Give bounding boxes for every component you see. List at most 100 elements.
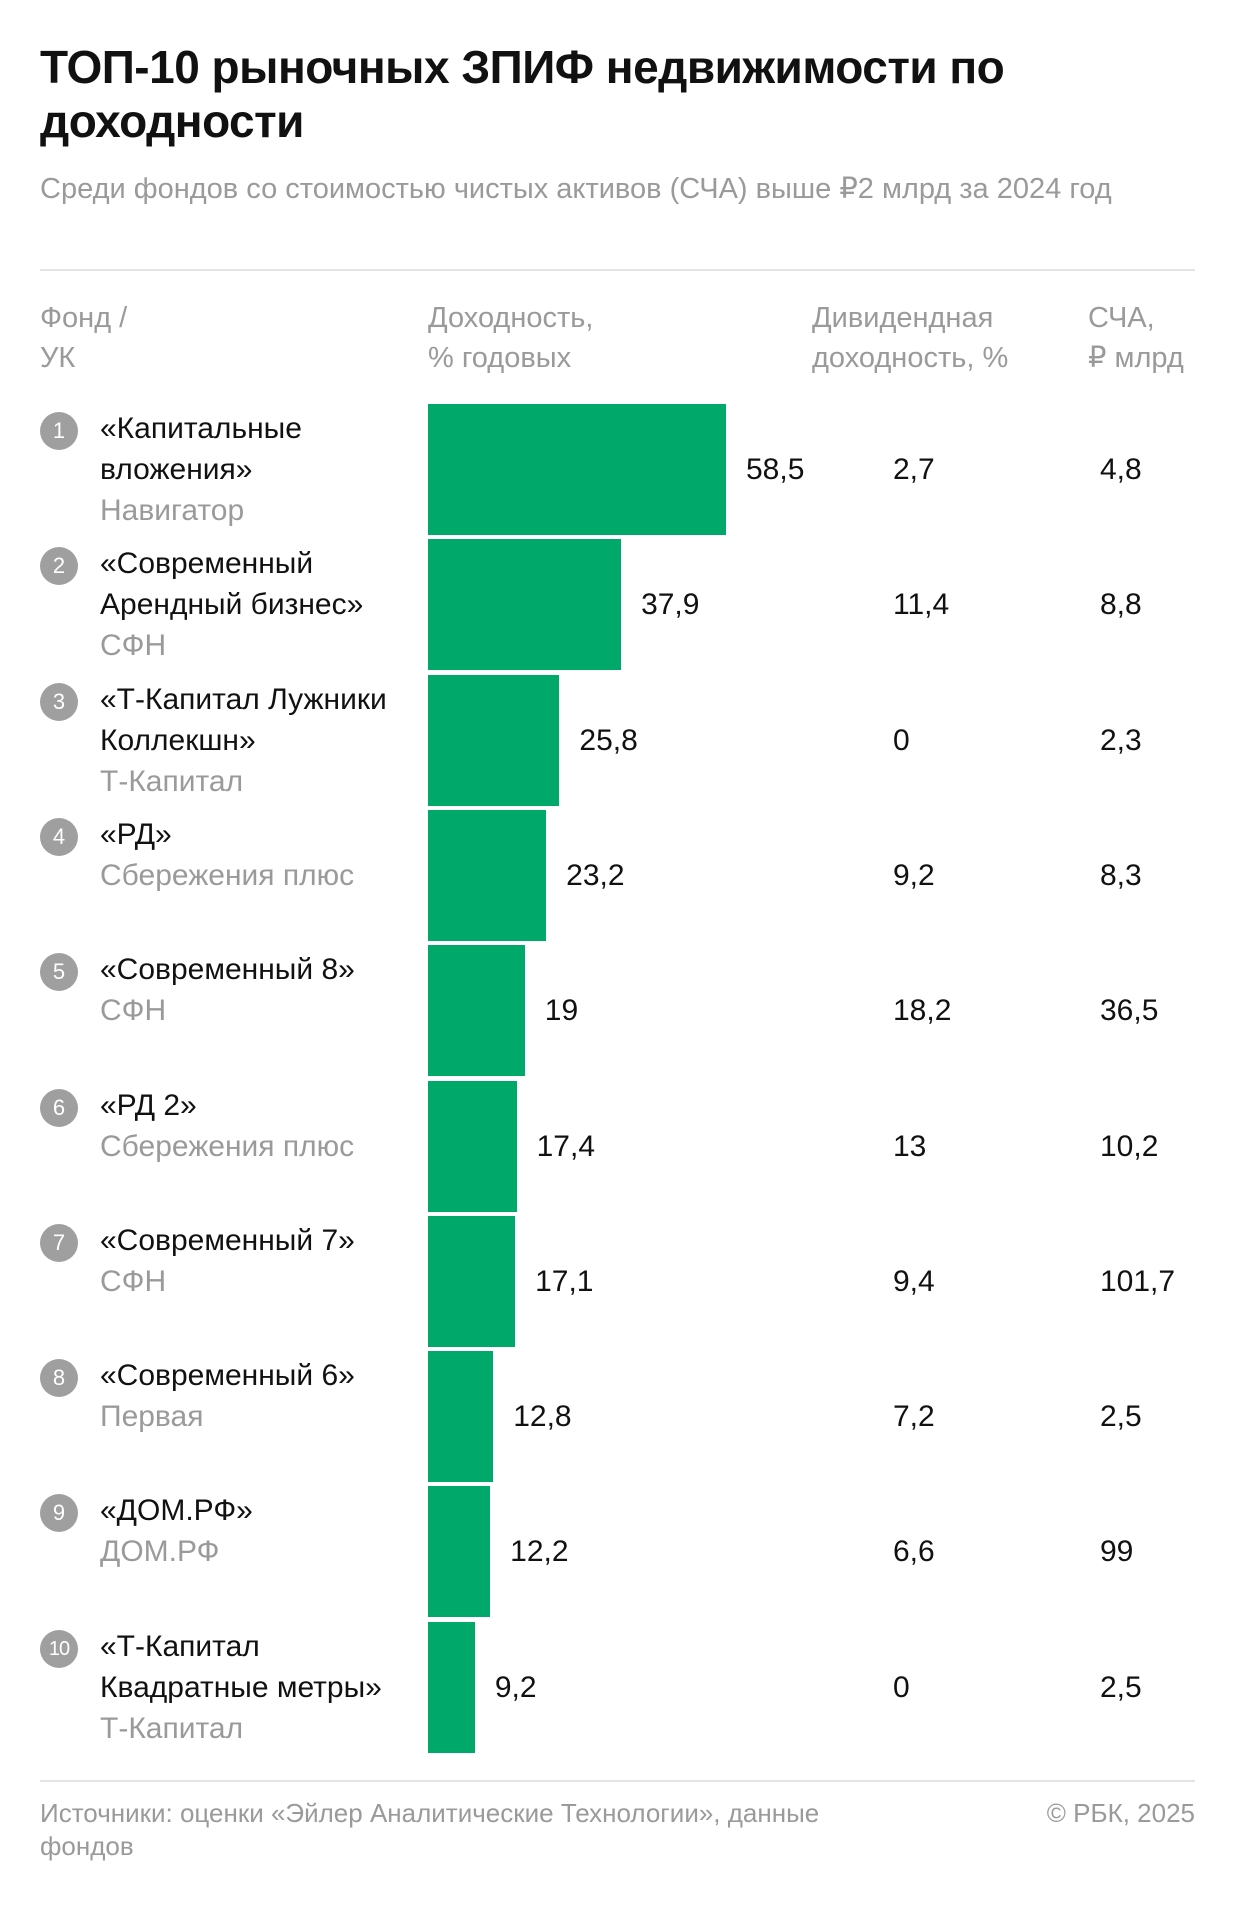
column-header-yield-line1: Доходность, xyxy=(428,302,594,334)
nav-value: 2,5 xyxy=(1100,1670,1142,1704)
table-row: 5 «Современный 8» СФН 19 18,2 36,5 xyxy=(0,945,1240,1080)
fund-cell: «Капитальные вложения» Навигатор xyxy=(100,408,420,531)
table-row: 4 «РД» Сбережения плюс 23,2 9,2 8,3 xyxy=(0,809,1240,945)
table-row: 10 «Т-Капитал Квадратные метры» Т-Капитал 9… xyxy=(0,1621,1240,1757)
fund-cell: «Современный 6» Первая xyxy=(100,1355,420,1437)
nav-value: 8,3 xyxy=(1100,858,1142,892)
yield-bar xyxy=(428,1215,516,1347)
fund-name: «Современный 7» xyxy=(100,1223,355,1257)
dividend-yield-value: 18,2 xyxy=(893,994,952,1028)
yield-bar xyxy=(428,404,726,535)
fund-name: «Современный 6» xyxy=(100,1359,355,1393)
management-company: Т-Капитал xyxy=(100,1711,244,1745)
column-header-fund-line1: Фонд / xyxy=(40,302,128,334)
dividend-yield-value: 2,7 xyxy=(893,453,935,486)
nav-value: 99 xyxy=(1100,1535,1134,1569)
yield-value-label: 58,5 xyxy=(746,453,805,486)
table-row: 9 «ДОМ.РФ» ДОМ.РФ 12,2 6,6 99 xyxy=(0,1486,1240,1621)
management-company: Первая xyxy=(100,1400,204,1434)
dividend-yield-value: 9,2 xyxy=(893,858,935,892)
yield-value-label: 37,9 xyxy=(641,588,700,622)
management-company: СФН xyxy=(100,994,167,1028)
rank-badge: 1 xyxy=(40,412,78,450)
yield-value-label: 12,2 xyxy=(510,1535,569,1569)
fund-name: «РД» xyxy=(100,817,172,851)
rank-badge: 6 xyxy=(40,1088,78,1127)
rank-badge: 7 xyxy=(40,1223,78,1262)
column-header-nav-line1: СЧА, xyxy=(1088,302,1155,334)
fund-cell: «ДОМ.РФ» ДОМ.РФ xyxy=(100,1490,420,1572)
table-row: 2 «Современный Арендный бизнес» СФН 37,9 11,… xyxy=(0,539,1240,674)
management-company: Сбережения плюс xyxy=(100,858,355,892)
rank-badge: 9 xyxy=(40,1494,78,1533)
table-row: 7 «Современный 7» СФН 17,1 9,4 101,7 xyxy=(0,1215,1240,1351)
yield-value-label: 9,2 xyxy=(494,1670,537,1704)
fund-cell: «РД 2» Сбережения плюс xyxy=(100,1085,420,1167)
management-company: ДОМ.РФ xyxy=(100,1535,220,1569)
yield-bar xyxy=(428,1486,491,1618)
footer-divider xyxy=(40,1780,1195,1782)
fund-cell: «Т-Капитал Квадратные метры» Т-Капитал xyxy=(100,1626,420,1749)
fund-cell: «Современный 7» СФН xyxy=(100,1220,420,1302)
management-company: Сбережения плюс xyxy=(100,1129,355,1163)
fund-cell: «Современный Арендный бизнес» СФН xyxy=(100,543,420,666)
column-header-fund-line2: УК xyxy=(40,342,76,374)
yield-value-label: 23,2 xyxy=(566,858,625,892)
rank-badge: 4 xyxy=(40,817,78,856)
nav-value: 101,7 xyxy=(1100,1264,1176,1298)
yield-value-label: 17,1 xyxy=(535,1264,594,1298)
dividend-yield-value: 0 xyxy=(893,723,910,757)
fund-name: «Современный Арендный бизнес» xyxy=(100,547,364,622)
yield-bar xyxy=(428,1621,475,1753)
yield-bar xyxy=(428,945,525,1077)
fund-name: «Капитальные вложения» xyxy=(100,412,302,486)
fund-cell: «Современный 8» СФН xyxy=(100,949,420,1031)
column-header-dividend-line1: Дивидендная xyxy=(812,302,994,334)
yield-value-label: 12,8 xyxy=(513,1400,572,1434)
nav-value: 2,3 xyxy=(1100,723,1142,757)
column-header-fund: Фонд / УК xyxy=(40,298,127,378)
nav-value: 10,2 xyxy=(1100,1129,1159,1163)
table-row: 8 «Современный 6» Первая 12,8 7,2 2,5 xyxy=(0,1351,1240,1486)
fund-cell: «РД» Сбережения плюс xyxy=(100,814,420,896)
fund-name: «Современный 8» xyxy=(100,953,355,987)
dividend-yield-value: 7,2 xyxy=(893,1400,935,1434)
yield-value-label: 17,4 xyxy=(536,1129,596,1163)
nav-value: 2,5 xyxy=(1100,1400,1142,1434)
nav-value: 36,5 xyxy=(1100,994,1159,1028)
yield-bar xyxy=(428,809,547,941)
yield-bar xyxy=(428,1080,517,1212)
page-title: ТОП-10 рыночных ЗПИФ недвижимости по дох… xyxy=(40,41,1005,147)
column-header-nav: СЧА, ₽ млрд xyxy=(1088,298,1184,378)
rank-badge: 8 xyxy=(40,1359,78,1398)
nav-value: 8,8 xyxy=(1100,588,1142,622)
column-header-dividend: Дивидендная доходность, % xyxy=(812,298,1008,378)
table-row: 1 «Капитальные вложения» Навигатор 58,5 2,7 4… xyxy=(0,404,1240,539)
column-header-yield: Доходность, % годовых xyxy=(428,298,593,378)
dividend-yield-value: 13 xyxy=(893,1129,927,1163)
fund-name: «ДОМ.РФ» xyxy=(100,1494,253,1528)
management-company: СФН xyxy=(100,629,167,663)
fund-name: «Т-Капитал Лужники Коллекшн» xyxy=(100,682,387,757)
yield-bar xyxy=(428,674,560,806)
yield-bar xyxy=(428,1351,494,1483)
yield-value-label: 25,8 xyxy=(579,723,638,757)
table-row: 3 «Т-Капитал Лужники Коллекшн» Т-Капитал 25… xyxy=(0,674,1240,810)
fund-cell: «Т-Капитал Лужники Коллекшн» Т-Капитал xyxy=(100,679,420,802)
column-header-yield-line2: % годовых xyxy=(428,342,572,374)
rank-badge: 10 xyxy=(40,1629,78,1668)
column-header-dividend-line2: доходность, % xyxy=(812,342,1009,374)
rank-badge: 3 xyxy=(40,682,78,721)
copyright: © РБК, 2025 xyxy=(1046,1798,1195,1828)
management-company: СФН xyxy=(100,1264,167,1298)
page-subtitle: Среди фондов со стоимостью чистых активо… xyxy=(40,173,1112,205)
header-divider xyxy=(40,269,1195,271)
fund-name: «РД 2» xyxy=(100,1088,197,1122)
rank-badge: 5 xyxy=(40,953,78,992)
dividend-yield-value: 0 xyxy=(893,1670,910,1704)
rank-badge: 2 xyxy=(40,547,78,586)
dividend-yield-value: 6,6 xyxy=(893,1535,935,1569)
column-header-nav-line2: ₽ млрд xyxy=(1088,342,1184,374)
nav-value: 4,8 xyxy=(1100,453,1142,486)
table-row: 6 «РД 2» Сбережения плюс 17,4 13 10,2 xyxy=(0,1080,1240,1216)
